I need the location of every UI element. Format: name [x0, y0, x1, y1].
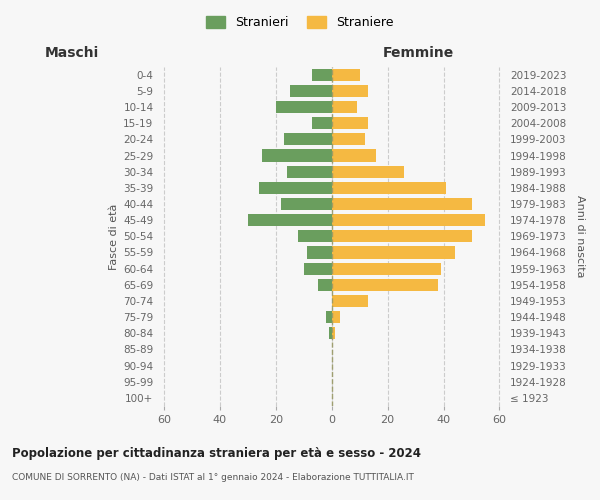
Bar — [262, 150, 332, 162]
Bar — [332, 68, 359, 81]
Bar — [332, 117, 368, 130]
Y-axis label: Fasce di età: Fasce di età — [109, 203, 119, 270]
Bar — [332, 246, 455, 258]
Bar — [290, 85, 332, 97]
Bar — [332, 311, 340, 323]
Bar — [312, 68, 332, 81]
Bar — [248, 214, 332, 226]
Bar — [281, 198, 332, 210]
Bar — [332, 85, 368, 97]
Bar — [332, 214, 485, 226]
Legend: Stranieri, Straniere: Stranieri, Straniere — [202, 11, 398, 34]
Bar — [332, 230, 472, 242]
Bar — [332, 278, 438, 291]
Bar — [332, 262, 441, 274]
Bar — [276, 101, 332, 113]
Bar — [307, 246, 332, 258]
Bar — [298, 230, 332, 242]
Bar — [284, 134, 332, 145]
Text: Femmine: Femmine — [383, 46, 454, 60]
Bar — [332, 166, 404, 178]
Bar — [318, 278, 332, 291]
Text: Maschi: Maschi — [44, 46, 99, 60]
Bar — [332, 327, 335, 340]
Bar — [326, 311, 332, 323]
Text: Popolazione per cittadinanza straniera per età e sesso - 2024: Popolazione per cittadinanza straniera p… — [12, 448, 421, 460]
Bar — [332, 198, 472, 210]
Bar — [332, 182, 446, 194]
Bar — [329, 327, 332, 340]
Bar — [332, 134, 365, 145]
Bar — [259, 182, 332, 194]
Bar — [332, 101, 357, 113]
Bar — [287, 166, 332, 178]
Y-axis label: Anni di nascita: Anni di nascita — [575, 195, 585, 278]
Bar — [332, 150, 376, 162]
Text: COMUNE DI SORRENTO (NA) - Dati ISTAT al 1° gennaio 2024 - Elaborazione TUTTITALI: COMUNE DI SORRENTO (NA) - Dati ISTAT al … — [12, 472, 414, 482]
Bar — [304, 262, 332, 274]
Bar — [332, 295, 368, 307]
Bar — [312, 117, 332, 130]
